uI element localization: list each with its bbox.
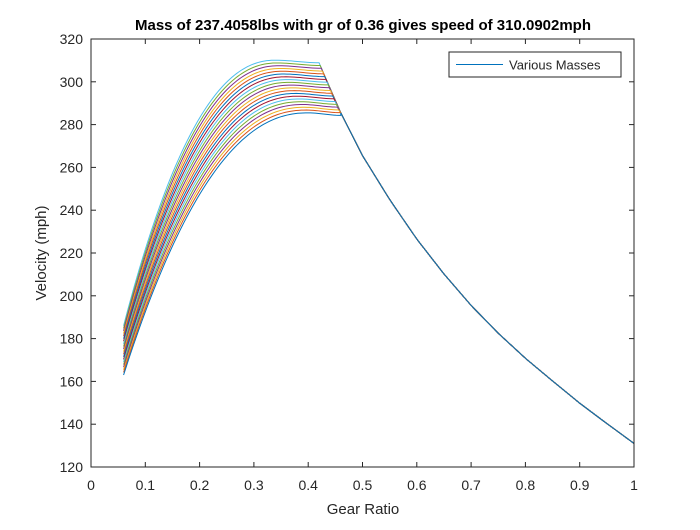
x-tick-label: 0.3 (244, 477, 264, 493)
legend-entry-label: Various Masses (509, 58, 601, 73)
plot-area (91, 39, 634, 467)
y-tick-label: 320 (60, 31, 84, 47)
series-lines (123, 59, 635, 444)
y-axis-label: Velocity (mph) (33, 205, 50, 300)
y-tick-label: 140 (60, 416, 84, 432)
x-tick-label: 0.5 (353, 477, 373, 493)
x-tick-label: 0.1 (136, 477, 156, 493)
y-tick-label: 240 (60, 202, 84, 218)
y-tick-label: 160 (60, 373, 84, 389)
y-tick-label: 280 (60, 117, 84, 133)
x-tick-label: 0 (87, 477, 95, 493)
axes: 0 0.1 0.2 0.3 0.4 0.5 0.6 0.7 0.8 0.9 1 120 140 160 18… (60, 31, 638, 493)
x-tick-label: 0.9 (570, 477, 590, 493)
legend: Various Masses (448, 51, 622, 78)
x-tick-label: 1 (630, 477, 638, 493)
x-axis-label: Gear Ratio (327, 501, 400, 518)
x-tick-label: 0.4 (298, 477, 318, 493)
y-tick-label: 220 (60, 245, 84, 261)
x-tick-label: 0.2 (190, 477, 210, 493)
y-tick-label: 300 (60, 74, 84, 90)
y-tick-label: 180 (60, 331, 84, 347)
chart-title: Mass of 237.4058lbs with gr of 0.36 give… (135, 17, 591, 34)
y-tick-label: 200 (60, 288, 84, 304)
y-tick-label: 120 (60, 459, 84, 475)
x-tick-label: 0.8 (516, 477, 536, 493)
series-line (123, 112, 635, 444)
y-tick-label: 260 (60, 159, 84, 175)
x-tick-label: 0.7 (461, 477, 481, 493)
x-tick-label: 0.6 (407, 477, 427, 493)
